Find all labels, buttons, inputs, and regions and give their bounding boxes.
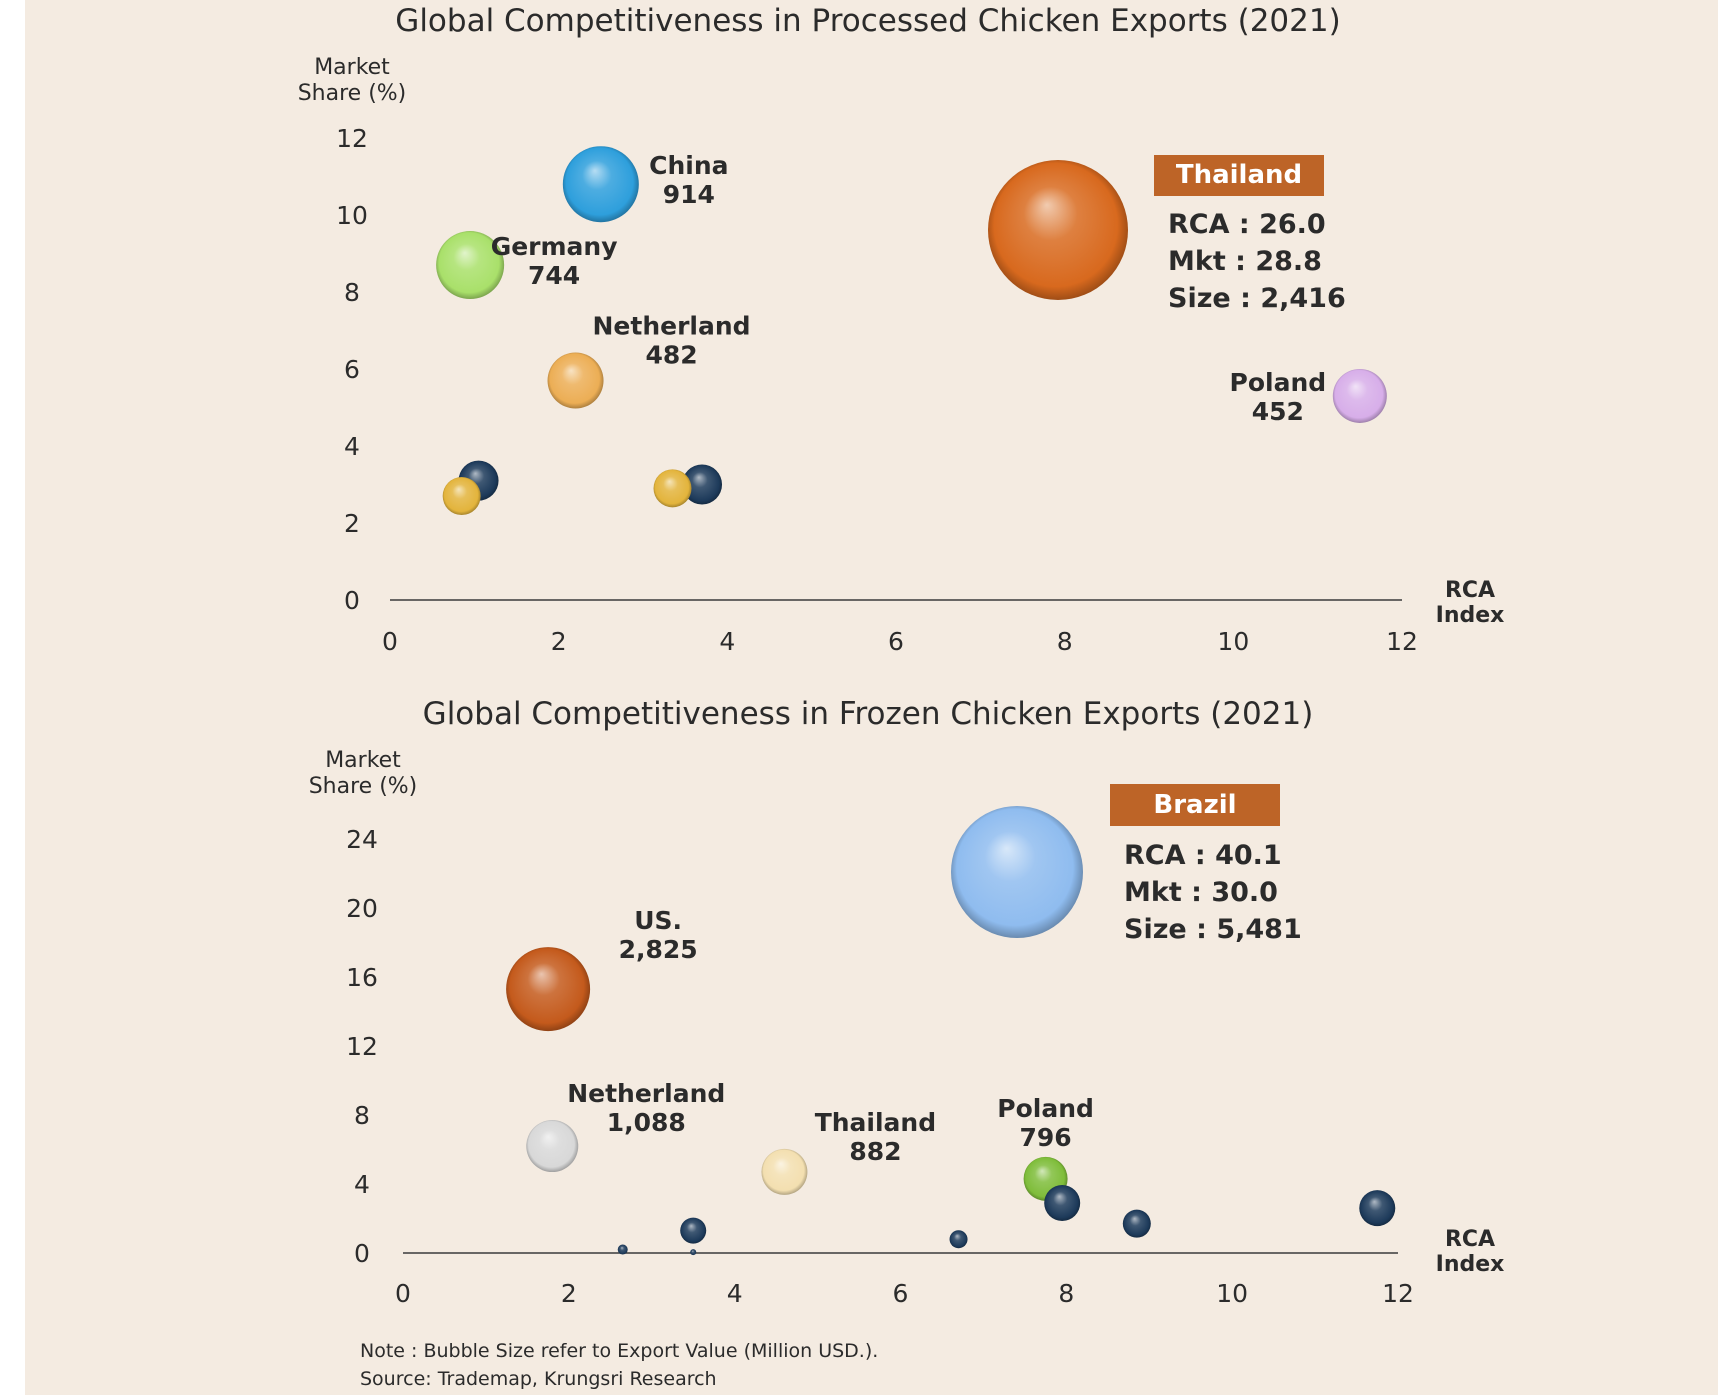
bubble-label-value: 796: [1020, 1123, 1072, 1152]
y-tick-label: 10: [336, 201, 368, 230]
bubble-thailand: [761, 1148, 808, 1195]
y-tick-label: 6: [344, 355, 360, 384]
bubble-label-value: 452: [1252, 397, 1304, 426]
bubbles: [506, 947, 1396, 1256]
bubble-label-name: Poland: [997, 1094, 1094, 1123]
bubble-unlabeled: [680, 1217, 707, 1244]
bubble-label-value: 882: [849, 1137, 901, 1166]
bubble-germany: [436, 231, 505, 300]
y-tick-label: 2: [344, 509, 360, 538]
x-tick-label: 6: [893, 1279, 909, 1308]
footer-source: Source: Trademap, Krungsri Research: [360, 1368, 717, 1390]
x-tick-label: 10: [1217, 627, 1249, 656]
x-tick-label: 2: [561, 1279, 577, 1308]
chart-title: Global Competitiveness in Frozen Chicken…: [423, 696, 1314, 732]
frozen-chicken-chart: Global Competitiveness in Frozen Chicken…: [309, 696, 1505, 1308]
x-tick-label: 4: [719, 627, 735, 656]
y-tick-label: 24: [346, 825, 378, 854]
bubble-unlabeled: [442, 477, 481, 516]
x-tick-label: 0: [395, 1279, 411, 1308]
callout-mkt: Mkt : 28.8: [1168, 246, 1322, 277]
chart-title: Global Competitiveness in Processed Chic…: [395, 3, 1340, 39]
y-axis-label-line1: Market: [314, 55, 390, 80]
y-tick-label: 8: [344, 278, 360, 307]
y-axis-label-line2: Share (%): [309, 774, 418, 799]
callout-header-box: [1154, 155, 1324, 196]
x-axis-label-line1: RCA: [1445, 1227, 1495, 1252]
callout-thailand: Thailand RCA : 26.0 Mkt : 28.8 Size : 2,…: [988, 155, 1346, 314]
callout-header-box: [1110, 784, 1280, 826]
y-tick-label: 8: [354, 1101, 370, 1130]
x-tick-label: 8: [1057, 627, 1073, 656]
bubble-us: [506, 947, 591, 1032]
bubble-unlabeled: [1122, 1209, 1151, 1238]
callout-rca: RCA : 40.1: [1124, 840, 1282, 871]
y-axis-label-line1: Market: [325, 748, 401, 773]
bubble-unlabeled: [617, 1244, 628, 1255]
x-tick-label: 0: [382, 627, 398, 656]
bubble-netherland: [547, 352, 604, 409]
bubble-poland: [1332, 368, 1387, 423]
x-tick-label: 12: [1382, 1279, 1414, 1308]
callout-size: Size : 5,481: [1124, 914, 1302, 945]
y-tick-label: 4: [354, 1170, 370, 1199]
bubble-label-name: Netherland: [593, 312, 751, 341]
y-tick-label: 20: [346, 894, 378, 923]
bubble-label-name: US.: [634, 906, 682, 935]
x-tick-label: 2: [551, 627, 567, 656]
y-tick-label: 16: [346, 963, 378, 992]
bubble-unlabeled: [949, 1230, 968, 1249]
processed-chicken-chart: Global Competitiveness in Processed Chic…: [298, 3, 1505, 656]
bubble-label-name: Poland: [1230, 368, 1327, 397]
x-axis-label-line2: Index: [1436, 603, 1505, 628]
bubble-label-value: 2,825: [619, 935, 698, 964]
callout-mkt: Mkt : 30.0: [1124, 877, 1278, 908]
bubble-unlabeled: [690, 1249, 697, 1256]
y-tick-labels: 0 4 8 12 16 20 24: [346, 825, 378, 1268]
bubble-label-value: 482: [645, 341, 697, 370]
bubble-unlabeled: [653, 469, 692, 508]
y-tick-label: 0: [354, 1239, 370, 1268]
bubble-label-name: China: [649, 151, 728, 180]
y-tick-labels: 0 2 4 6 8 10 12: [336, 124, 368, 615]
x-tick-labels: 0 2 4 6 8 10 12: [382, 627, 1418, 656]
bubble-label-value: 744: [528, 261, 580, 290]
bubble-label-value: 1,088: [607, 1108, 686, 1137]
x-tick-label: 6: [888, 627, 904, 656]
x-tick-label: 10: [1216, 1279, 1248, 1308]
bubbles: [436, 146, 1387, 516]
bubble-unlabeled: [1044, 1184, 1081, 1221]
x-axis-label-line2: Index: [1436, 1252, 1505, 1277]
chart-panel: [25, 0, 1718, 1395]
bubble-netherland: [526, 1120, 579, 1173]
y-tick-label: 12: [346, 1032, 378, 1061]
y-tick-label: 12: [336, 124, 368, 153]
bubble-label-value: 914: [663, 180, 715, 209]
callout-header: Brazil: [1153, 790, 1236, 820]
bubble-china: [562, 146, 639, 223]
y-axis-label-line2: Share (%): [298, 81, 407, 106]
bubble-label-name: Germany: [491, 232, 618, 261]
x-tick-labels: 0 2 4 6 8 10 12: [395, 1279, 1414, 1308]
x-axis-label-line1: RCA: [1445, 578, 1495, 603]
y-tick-label: 4: [344, 432, 360, 461]
callout-brazil: Brazil RCA : 40.1 Mkt : 30.0 Size : 5,48…: [951, 784, 1302, 945]
callout-rca: RCA : 26.0: [1168, 209, 1326, 240]
bubble-label-name: Thailand: [815, 1108, 936, 1137]
bubble-unlabeled: [682, 464, 723, 505]
callout-header: Thailand: [1176, 160, 1302, 190]
callout-bubble: [951, 806, 1083, 938]
bubble-label-name: Netherland: [567, 1079, 725, 1108]
x-tick-label: 12: [1386, 627, 1418, 656]
callout-bubble: [988, 160, 1128, 300]
footer-note: Note : Bubble Size refer to Export Value…: [360, 1340, 878, 1362]
y-tick-label: 0: [344, 586, 360, 615]
callout-size: Size : 2,416: [1168, 283, 1346, 314]
bubble-unlabeled: [1359, 1190, 1396, 1227]
x-tick-label: 4: [727, 1279, 743, 1308]
x-tick-label: 8: [1058, 1279, 1074, 1308]
